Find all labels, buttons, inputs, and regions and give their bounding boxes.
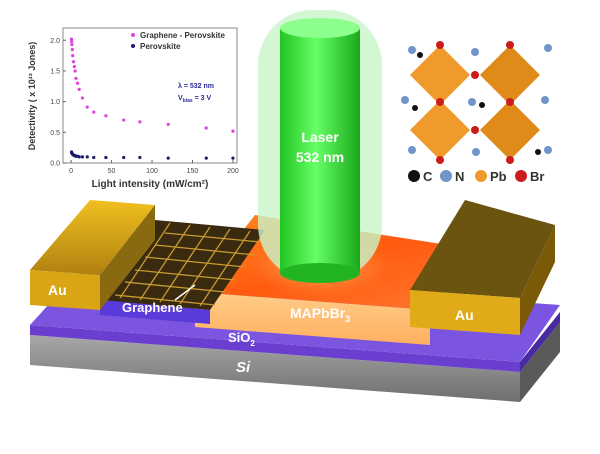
x-tick-label: 200 xyxy=(227,168,239,175)
x-tick-label: 50 xyxy=(108,168,116,175)
laser-label-2: 532 nm xyxy=(296,149,344,165)
x-tick-label: 150 xyxy=(187,168,199,175)
graphene-perovskite-point xyxy=(166,122,170,126)
x-tick-label: 100 xyxy=(146,168,158,175)
y-tick-label: 0.5 xyxy=(50,130,60,137)
au-electrode-left xyxy=(30,200,155,310)
graphene-perovskite-point xyxy=(231,129,235,133)
x-tick-label: 0 xyxy=(69,168,73,175)
graphene-perovskite-point xyxy=(75,81,80,85)
laser-label-1: Laser xyxy=(301,129,339,145)
graphene-perovskite-point xyxy=(72,65,76,69)
graphene-perovskite-point xyxy=(71,54,75,58)
graphene-perovskite-point xyxy=(85,105,89,109)
si-substrate xyxy=(30,322,560,402)
graphene-pointer xyxy=(174,284,196,301)
si-label: Si xyxy=(236,359,251,376)
legend-label-c: C xyxy=(423,169,433,184)
perovskite-point xyxy=(85,155,89,159)
perovskite-point xyxy=(92,155,96,160)
graphene-perovskite-point xyxy=(69,37,74,41)
legend-dot-c xyxy=(408,170,420,182)
graphene-perovskite-point xyxy=(73,69,77,73)
graphene-label: Graphene xyxy=(122,300,183,315)
crystal-legend-dots xyxy=(408,170,527,182)
legend-dot-pb xyxy=(475,170,487,182)
perovskite-point xyxy=(204,156,208,160)
graphene-perovskite-point xyxy=(104,114,108,118)
graphene-perovskite-point xyxy=(92,110,96,114)
legend-perovskite: Perovskite xyxy=(140,42,181,51)
y-tick-label: 1.0 xyxy=(50,99,60,106)
y-axis-label: Detectivity ( x 10¹³ Jones) xyxy=(27,42,37,151)
x-axis-label: Light intensity (mW/cm²) xyxy=(92,179,209,190)
graphene-perovskite-point xyxy=(80,96,85,100)
plot-frame xyxy=(62,27,238,164)
graphene-perovskite-point xyxy=(70,47,74,52)
graphene-perovskite-point xyxy=(138,120,142,124)
legend-label-n: N xyxy=(455,169,464,184)
crystal-structure xyxy=(401,41,552,164)
perovskite-point xyxy=(231,156,235,160)
au-electrode-right xyxy=(410,200,555,335)
perovskite-point xyxy=(77,155,81,159)
mapbbr3-label: MAPbBr3 xyxy=(290,305,350,324)
graphene-perovskite-point xyxy=(204,126,208,130)
legend-graphene-perovskite: Graphene - Perovskite xyxy=(140,31,225,40)
y-tick-label: 1.5 xyxy=(50,68,60,75)
legend-marker-graphene-perovskite xyxy=(131,33,135,37)
sio2-label: SiO2 xyxy=(228,330,255,348)
graphene-perovskite-point xyxy=(77,87,81,91)
graphene-perovskite-point xyxy=(71,60,76,64)
legend-dot-br xyxy=(515,170,527,182)
annotation-wavelength: λ = 532 nm xyxy=(178,82,214,90)
annotation-bias: Vbias = 3 V xyxy=(178,95,212,104)
perovskite-point xyxy=(104,155,108,160)
legend-dot-n xyxy=(440,170,452,182)
detectivity-chart: 0 50 100 150 200 0.0 0.5 1.0 1.5 2.0 Graphene - P… xyxy=(27,27,239,190)
y-tick-label: 0.0 xyxy=(50,161,60,168)
perovskite-point xyxy=(138,155,142,160)
au-right-label: Au xyxy=(455,307,474,323)
perovskite-point xyxy=(122,155,126,160)
graphene-perovskite-point xyxy=(70,39,74,44)
laser-beam xyxy=(258,10,382,283)
y-tick-label: 2.0 xyxy=(50,38,60,45)
graphene-perovskite-point xyxy=(70,42,74,47)
perovskite-point xyxy=(166,156,170,160)
legend-label-br: Br xyxy=(530,169,544,184)
perovskite-point xyxy=(80,155,85,159)
legend-marker-perovskite xyxy=(131,44,135,48)
legend-label-pb: Pb xyxy=(490,169,507,184)
graphene-perovskite-point xyxy=(122,118,126,122)
graphene-perovskite-point xyxy=(74,76,78,80)
au-left-label: Au xyxy=(48,282,67,298)
